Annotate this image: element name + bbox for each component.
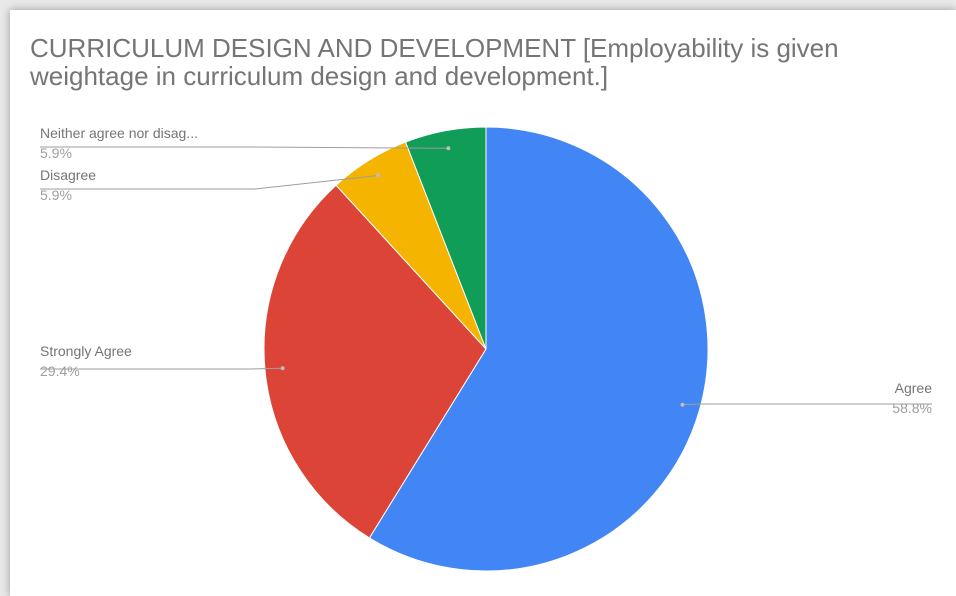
slice-percent: 29.4% — [40, 363, 80, 379]
pie-slice — [404, 126, 487, 350]
pie-slice — [263, 184, 487, 539]
slice-percent: 58.8% — [892, 400, 932, 416]
leader-dot — [446, 146, 451, 151]
leader-line — [682, 403, 932, 406]
slice-label: Disagree — [40, 167, 96, 183]
leader-line — [40, 175, 379, 190]
chart-title: CURRICULUM DESIGN AND DEVELOPMENT [Emplo… — [30, 33, 839, 91]
leader-line — [40, 367, 283, 370]
leader-line — [40, 146, 449, 149]
pie-slice — [368, 126, 709, 572]
leader-dot — [376, 173, 381, 178]
leader-dot — [680, 402, 685, 407]
slice-label: Neither agree nor disag... — [40, 125, 198, 141]
slice-label: Agree — [895, 380, 933, 396]
slice-percent: 5.9% — [40, 187, 72, 203]
slice-label: Strongly Agree — [40, 343, 132, 359]
leader-dot — [280, 366, 285, 371]
slice-percent: 5.9% — [40, 145, 72, 161]
